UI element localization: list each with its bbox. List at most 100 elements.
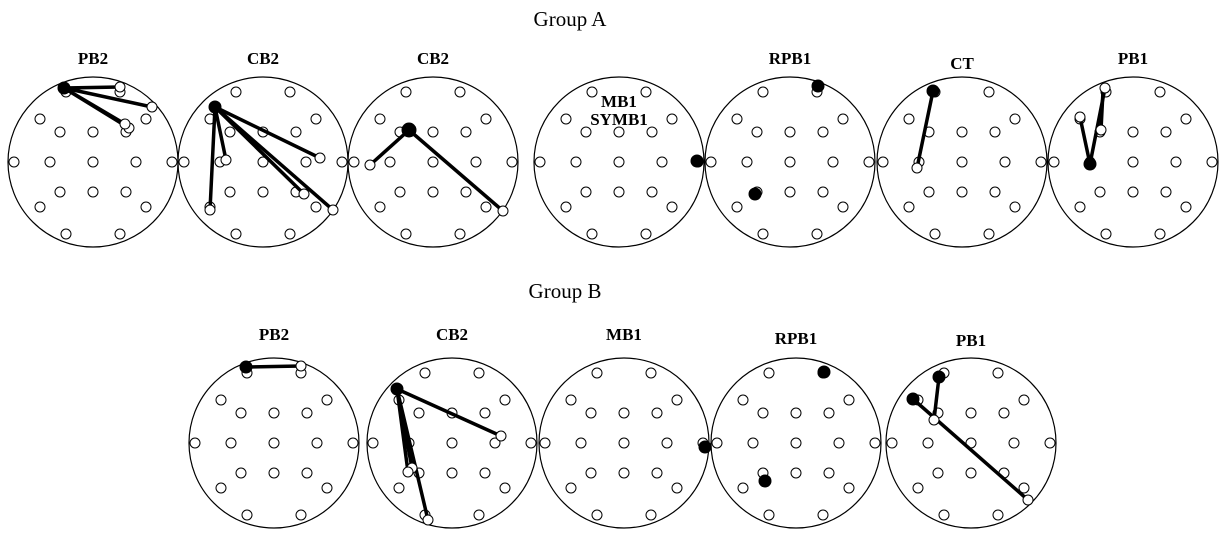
electrode (790, 407, 802, 419)
significant-electrode (401, 122, 417, 138)
electrode (454, 228, 466, 240)
electrode (224, 126, 236, 138)
significant-electrode (690, 154, 704, 168)
electrode (295, 509, 307, 521)
electrode (1160, 186, 1172, 198)
electrode (480, 113, 492, 125)
electrode (763, 509, 775, 521)
electrode (336, 156, 348, 168)
significant-electrode (926, 84, 940, 98)
head-label: CT (950, 54, 974, 73)
connection-endpoint (1099, 82, 1111, 94)
electrode (311, 437, 323, 449)
head-a-cb2b: CB2 (347, 49, 519, 248)
electrode (499, 394, 511, 406)
electrode (877, 156, 889, 168)
group-b-title: Group B (529, 279, 602, 303)
electrode (651, 407, 663, 419)
electrode (843, 394, 855, 406)
connection-endpoint (928, 414, 940, 426)
connection-line (213, 105, 228, 162)
electrode (591, 509, 603, 521)
electrode (1180, 113, 1192, 125)
connection-line (395, 387, 503, 438)
connection-endpoint (204, 204, 216, 216)
electrode (1035, 156, 1047, 168)
head-b-cb2: CB2 (366, 325, 538, 529)
electrode (506, 156, 518, 168)
electrode (965, 467, 977, 479)
electrode (790, 467, 802, 479)
head-b-pb1: PB1 (885, 331, 1057, 529)
head-b-pb2: PB2 (188, 325, 360, 529)
electrode (539, 437, 551, 449)
electrode (446, 437, 458, 449)
electrode (393, 482, 405, 494)
electrode (992, 367, 1004, 379)
electrode (811, 228, 823, 240)
electrode (585, 407, 597, 419)
connection-line (244, 364, 303, 369)
connection-line (1078, 115, 1092, 166)
significant-electrode (748, 187, 762, 201)
electrode (784, 126, 796, 138)
electrode (912, 482, 924, 494)
electrode (87, 156, 99, 168)
connection-endpoint (364, 159, 376, 171)
electrode (731, 201, 743, 213)
electrode (178, 156, 190, 168)
electrode (454, 86, 466, 98)
electrode (348, 156, 360, 168)
head-outline (885, 357, 1057, 529)
electrode (640, 86, 652, 98)
electrode (757, 86, 769, 98)
head-label: MB1 (606, 325, 642, 344)
electrode (585, 467, 597, 479)
electrode (1127, 126, 1139, 138)
connection-line (62, 86, 127, 126)
electrode (666, 201, 678, 213)
electrode (310, 201, 322, 213)
electrode (54, 186, 66, 198)
electrode (241, 509, 253, 521)
electrode (1206, 156, 1218, 168)
connection-line (213, 105, 322, 160)
connection-endpoint (327, 204, 339, 216)
electrode (989, 126, 1001, 138)
electrode (87, 126, 99, 138)
connection-line (932, 375, 941, 422)
electrode (763, 367, 775, 379)
connection-line (395, 387, 410, 474)
connection-endpoint (298, 188, 310, 200)
electrode (489, 437, 501, 449)
connection-endpoint (402, 466, 414, 478)
head-outline (347, 76, 519, 248)
electrode (34, 113, 46, 125)
electrode (929, 228, 941, 240)
head-sublabel: SYMB1 (590, 110, 648, 129)
electrode (1018, 482, 1030, 494)
electrode (575, 437, 587, 449)
electrode (711, 437, 723, 449)
connection-line (62, 85, 122, 90)
electrode (473, 509, 485, 521)
head-outline (1047, 76, 1219, 248)
electrode (114, 228, 126, 240)
electrode (54, 126, 66, 138)
significant-electrode (208, 100, 222, 114)
connection-endpoint (295, 360, 307, 372)
head-outline (533, 76, 705, 248)
electrode (613, 126, 625, 138)
electrode (817, 186, 829, 198)
electrode (645, 367, 657, 379)
electrode (230, 86, 242, 98)
significant-electrode (239, 360, 253, 374)
connection-line (208, 105, 217, 212)
electrode (666, 113, 678, 125)
electrode (1074, 201, 1086, 213)
electrode (1127, 186, 1139, 198)
electrode (268, 467, 280, 479)
electrode (751, 126, 763, 138)
head-label: MB1 (601, 92, 637, 111)
significant-electrode (817, 365, 831, 379)
